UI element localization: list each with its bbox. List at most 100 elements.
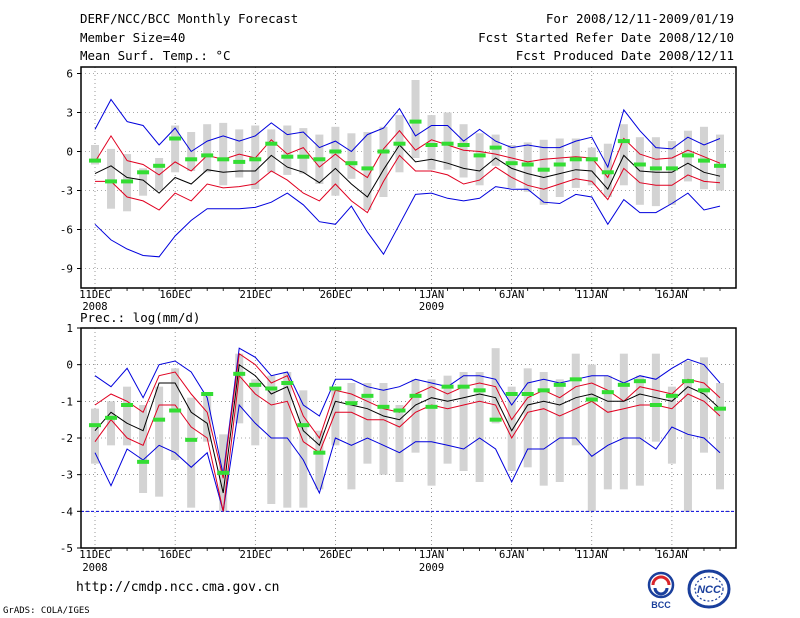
panel1-spread-box [491,134,500,166]
panel1-x-year-label: 2008 [82,301,107,313]
panel1-x-tick-label: 1JAN [419,289,444,301]
panel2-spread-box [507,386,516,471]
member-size: Member Size=40 [80,30,186,45]
panel2-median-marker [714,406,726,411]
panel1-min-line [94,186,721,258]
panel1-spread-box [235,129,244,178]
panel2-y-tick-label: -1 [60,395,73,408]
panel2-min-line [94,403,721,512]
forecast-started-date: Fcst Started Refer Date 2008/12/10 [478,30,734,45]
forecast-period: For 2008/12/11-2009/01/19 [545,11,734,26]
panel2-spread-box [363,383,372,464]
panel1-x-tick-label: 11DEC [79,289,111,301]
panel1-x-tick-label: 26DEC [320,289,352,301]
panel1-spread-box [347,133,356,179]
panel1-median-marker [521,162,534,167]
panel1-median-marker [569,157,582,162]
panel2-spread-box [603,375,612,490]
panel2-y-tick-label: 1 [66,322,73,335]
panel1-median-marker [714,163,726,168]
panel2-median-marker [361,393,374,398]
panel2-spread-box [443,375,452,464]
panel2-median-marker [521,392,534,396]
panel2-x-year-label: 2008 [82,562,107,574]
panel1-spread-box [267,129,276,173]
panel1-median-marker [345,161,358,166]
panel1-spread-box [539,139,548,205]
panel1-median-marker [329,149,342,154]
panel2-median-marker [473,388,486,393]
panel2-spread-box [475,372,484,482]
panel1-spread-box [427,115,436,170]
panel2-spread-box [539,372,548,486]
panel1-spread-box [651,137,660,207]
panel1-median-marker [601,170,614,175]
panel2-median-marker [489,417,502,422]
panel2-spread-box [299,390,308,508]
panel2-x-tick-label: 11DEC [79,549,111,561]
chart-title: DERF/NCC/BCC Monthly Forecast [80,11,299,26]
panel2-spread-box [107,401,116,446]
panel2-y-tick-label: -5 [60,542,73,555]
panel2-spread-box [203,394,212,442]
panel2-median-marker [201,392,214,396]
panel1-spread-box [331,126,340,196]
panel2-x-tick-label: 1JAN [419,549,444,561]
panel1-x-tick-label: 16DEC [159,289,191,301]
panel2-median-marker [409,393,422,398]
panel1-y-tick-label: -9 [60,263,73,276]
panel1-y-tick-label: 3 [66,107,73,120]
panel1-median-marker [249,157,262,162]
panel1-spread-box [363,132,372,210]
panel2-median-marker [329,386,342,391]
panel2-median-marker [137,459,150,464]
panel2-median-marker [505,392,518,396]
panel2-y-tick-label: 0 [66,359,73,372]
panel1-frame [80,66,737,289]
variable-label: Mean Surf. Temp.: °C [80,48,231,63]
panel2-median-marker [185,437,198,442]
panel2-spread-box [267,375,276,504]
panel1-median-marker [489,145,502,150]
footer-url[interactable]: http://cmdp.ncc.cma.gov.cn [76,580,280,595]
panel1-y-tick-label: -3 [60,185,73,198]
panel1-spread-box [91,145,99,165]
panel1-median-marker [169,136,182,141]
panel2-median-marker [441,384,454,389]
panel2-median-marker [393,408,406,413]
panel2-spread-box [523,368,532,468]
panel1-median-marker [89,158,101,163]
panel2-spread-box [187,397,196,508]
panel1-spread-box [571,138,580,188]
panel2-median-marker [585,397,598,402]
panel1-x-tick-label: 16JAN [656,289,688,301]
panel2-x-tick-label: 16DEC [159,549,191,561]
panel2-median-marker [153,417,166,422]
panel2-median-marker [457,384,470,389]
panel1-spread-box [107,148,116,209]
panel2-spread-box [347,383,356,490]
panel2-median-marker [681,379,694,384]
ncc-logo: NCC [687,569,731,609]
panel1-mean-line [94,144,721,198]
panel1-spread-box [699,126,708,190]
panel1-median-marker [585,157,598,162]
panel1-spread-box [283,125,292,175]
panel1-x-tick-label: 6JAN [499,289,524,301]
panel2-median-marker [649,403,662,407]
panel1-median-marker [265,141,278,146]
panel1-spread-box [587,147,596,186]
panel2-median-marker [425,404,438,409]
panel2-x-tick-label: 11JAN [576,549,608,561]
panel1-median-marker [473,153,486,158]
panel2-spread-box [619,353,628,490]
panel2-median-marker [265,386,278,391]
panel2-spread-box [635,375,644,486]
panel2-median-marker [377,404,390,409]
panel2-spread-box [667,386,676,464]
panel1-spread-box [667,141,676,205]
panel2-spread-box [555,379,564,482]
panel1-median-marker [617,139,630,144]
panel1-median-marker [665,166,678,171]
panel2-median-marker [233,371,246,376]
